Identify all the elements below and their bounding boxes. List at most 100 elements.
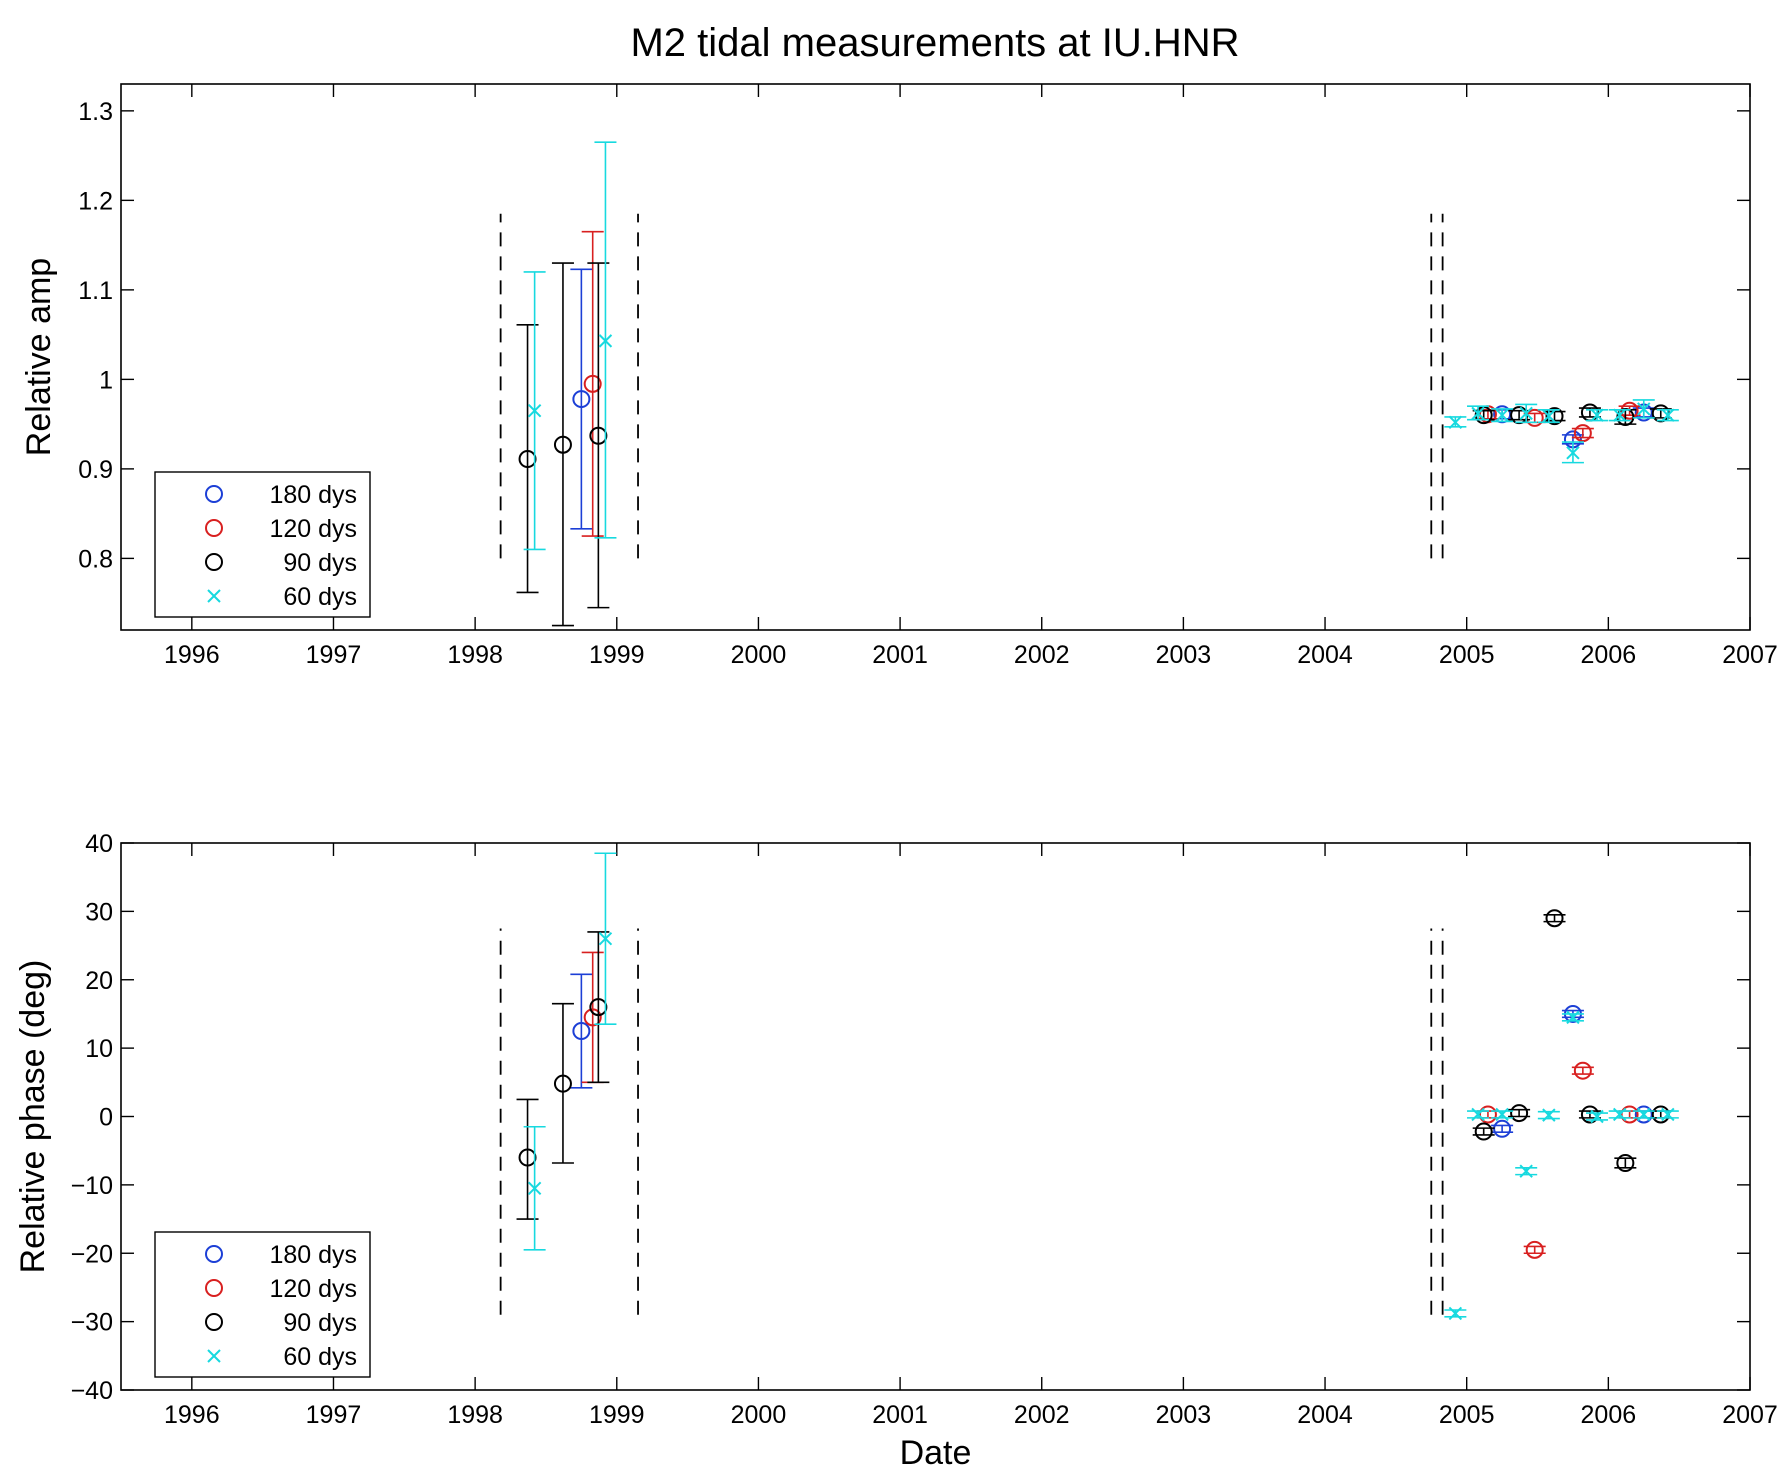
data-point xyxy=(572,390,591,409)
data-point xyxy=(1573,1061,1592,1080)
data-point xyxy=(1478,1105,1497,1124)
data-point xyxy=(598,334,613,348)
data-point xyxy=(1495,408,1509,422)
legend-label: 60 dys xyxy=(283,583,357,611)
data-point xyxy=(589,998,608,1017)
marker-stroke xyxy=(1542,409,1556,423)
data-point xyxy=(1661,1107,1675,1122)
data-point xyxy=(1474,1122,1493,1141)
marker-stroke xyxy=(1495,408,1509,422)
series-60-dys xyxy=(523,141,1679,551)
x-tick-label: 2001 xyxy=(872,1401,928,1429)
marker-stroke xyxy=(1612,1107,1627,1122)
data-point xyxy=(1542,1108,1556,1122)
marker-stroke xyxy=(1519,1164,1533,1178)
x-tick-label: 2006 xyxy=(1581,1401,1637,1429)
x-tick-label: 2004 xyxy=(1297,1401,1353,1429)
x-tick-label: 2004 xyxy=(1297,641,1353,669)
y-axis-label: Relative amp xyxy=(20,258,58,456)
marker-stroke xyxy=(207,589,221,603)
legend: 180 dys 120 dys 90 dys 60 dys xyxy=(154,471,371,618)
y-tick-label: 10 xyxy=(85,1035,113,1063)
x-tick-label: 2000 xyxy=(731,641,787,669)
marker-stroke xyxy=(1590,1109,1604,1124)
data-point xyxy=(1566,446,1580,460)
data-point xyxy=(527,1181,542,1196)
marker-stroke xyxy=(1637,1107,1651,1122)
x-tick-label: 2002 xyxy=(1014,1401,1070,1429)
x-tick-label: 1996 xyxy=(164,1401,220,1429)
y-tick-label: 1.3 xyxy=(78,98,113,126)
data-point xyxy=(553,1074,572,1093)
axes-box xyxy=(120,83,1751,631)
x-tick-label: 2007 xyxy=(1722,1401,1778,1429)
y-tick-label: −30 xyxy=(71,1309,113,1337)
x-tick-label: 2003 xyxy=(1156,1401,1212,1429)
y-tick-label: 30 xyxy=(85,898,113,926)
amplitude-panel: 1996 1997 1998 1999 2000 2001 2002 2003 2004 2005… xyxy=(20,83,1778,669)
legend-marker xyxy=(207,1349,221,1363)
marker-stroke xyxy=(1590,408,1604,422)
legend-box xyxy=(154,471,371,618)
legend-marker xyxy=(205,1245,223,1263)
x-tick-label: 1998 xyxy=(447,641,503,669)
data-point xyxy=(1616,1153,1635,1172)
y-tick-label: 0.8 xyxy=(78,545,113,573)
marker-stroke xyxy=(1448,415,1463,430)
x-tick-label: 2005 xyxy=(1439,1401,1495,1429)
data-point xyxy=(1545,407,1564,426)
data-point xyxy=(1493,405,1512,424)
marker-stroke xyxy=(527,403,542,418)
data-point xyxy=(1510,1104,1529,1123)
marker-stroke xyxy=(1661,1107,1675,1122)
y-tick-label: 40 xyxy=(85,830,113,858)
data-point xyxy=(1637,1107,1651,1122)
legend-marker xyxy=(205,485,223,503)
data-point xyxy=(583,1008,602,1027)
data-point xyxy=(1661,408,1675,422)
marker-stroke xyxy=(1471,1107,1485,1122)
legend-label: 90 dys xyxy=(283,1309,357,1337)
x-tick-label: 2002 xyxy=(1014,641,1070,669)
data-point xyxy=(1545,909,1564,928)
y-tick-label: 0 xyxy=(99,1104,113,1132)
y-axis-label: Relative phase (deg) xyxy=(14,960,52,1274)
y-tick-label: 1.2 xyxy=(78,187,113,215)
data-point xyxy=(1525,1240,1544,1259)
data-point xyxy=(518,1148,537,1167)
marker-stroke xyxy=(1542,1108,1556,1122)
marker-stroke xyxy=(1519,406,1533,421)
data-point xyxy=(589,426,608,445)
x-tick-label: 1996 xyxy=(164,641,220,669)
y-tick-label: 20 xyxy=(85,967,113,995)
data-point xyxy=(572,1022,591,1041)
legend-label: 180 dys xyxy=(269,481,357,509)
marker-stroke xyxy=(1661,408,1675,422)
legend-marker xyxy=(205,1313,223,1331)
series-90-dys xyxy=(516,262,1672,627)
legend-marker xyxy=(207,589,221,603)
x-tick-label: 2007 xyxy=(1722,641,1778,669)
data-point xyxy=(1448,415,1463,430)
legend-label: 60 dys xyxy=(283,1343,357,1371)
data-point xyxy=(1542,409,1556,423)
data-point xyxy=(553,435,572,454)
data-point xyxy=(1519,406,1533,421)
legend-box xyxy=(154,1231,371,1378)
data-point xyxy=(583,374,602,393)
x-tick-label: 2005 xyxy=(1439,641,1495,669)
x-tick-label: 1998 xyxy=(447,1401,503,1429)
data-point xyxy=(1448,1306,1463,1321)
y-tick-label: −10 xyxy=(71,1172,113,1200)
legend-marker xyxy=(205,1279,223,1297)
data-point xyxy=(1590,1109,1604,1124)
y-tick-label: −40 xyxy=(71,1377,113,1405)
legend-marker xyxy=(205,519,223,537)
x-tick-label: 2006 xyxy=(1581,641,1637,669)
x-tick-label: 1999 xyxy=(589,1401,645,1429)
data-point xyxy=(1519,1164,1533,1178)
legend-label: 120 dys xyxy=(269,515,357,543)
marker-stroke xyxy=(1495,1107,1509,1122)
x-tick-label: 1997 xyxy=(306,1401,362,1429)
